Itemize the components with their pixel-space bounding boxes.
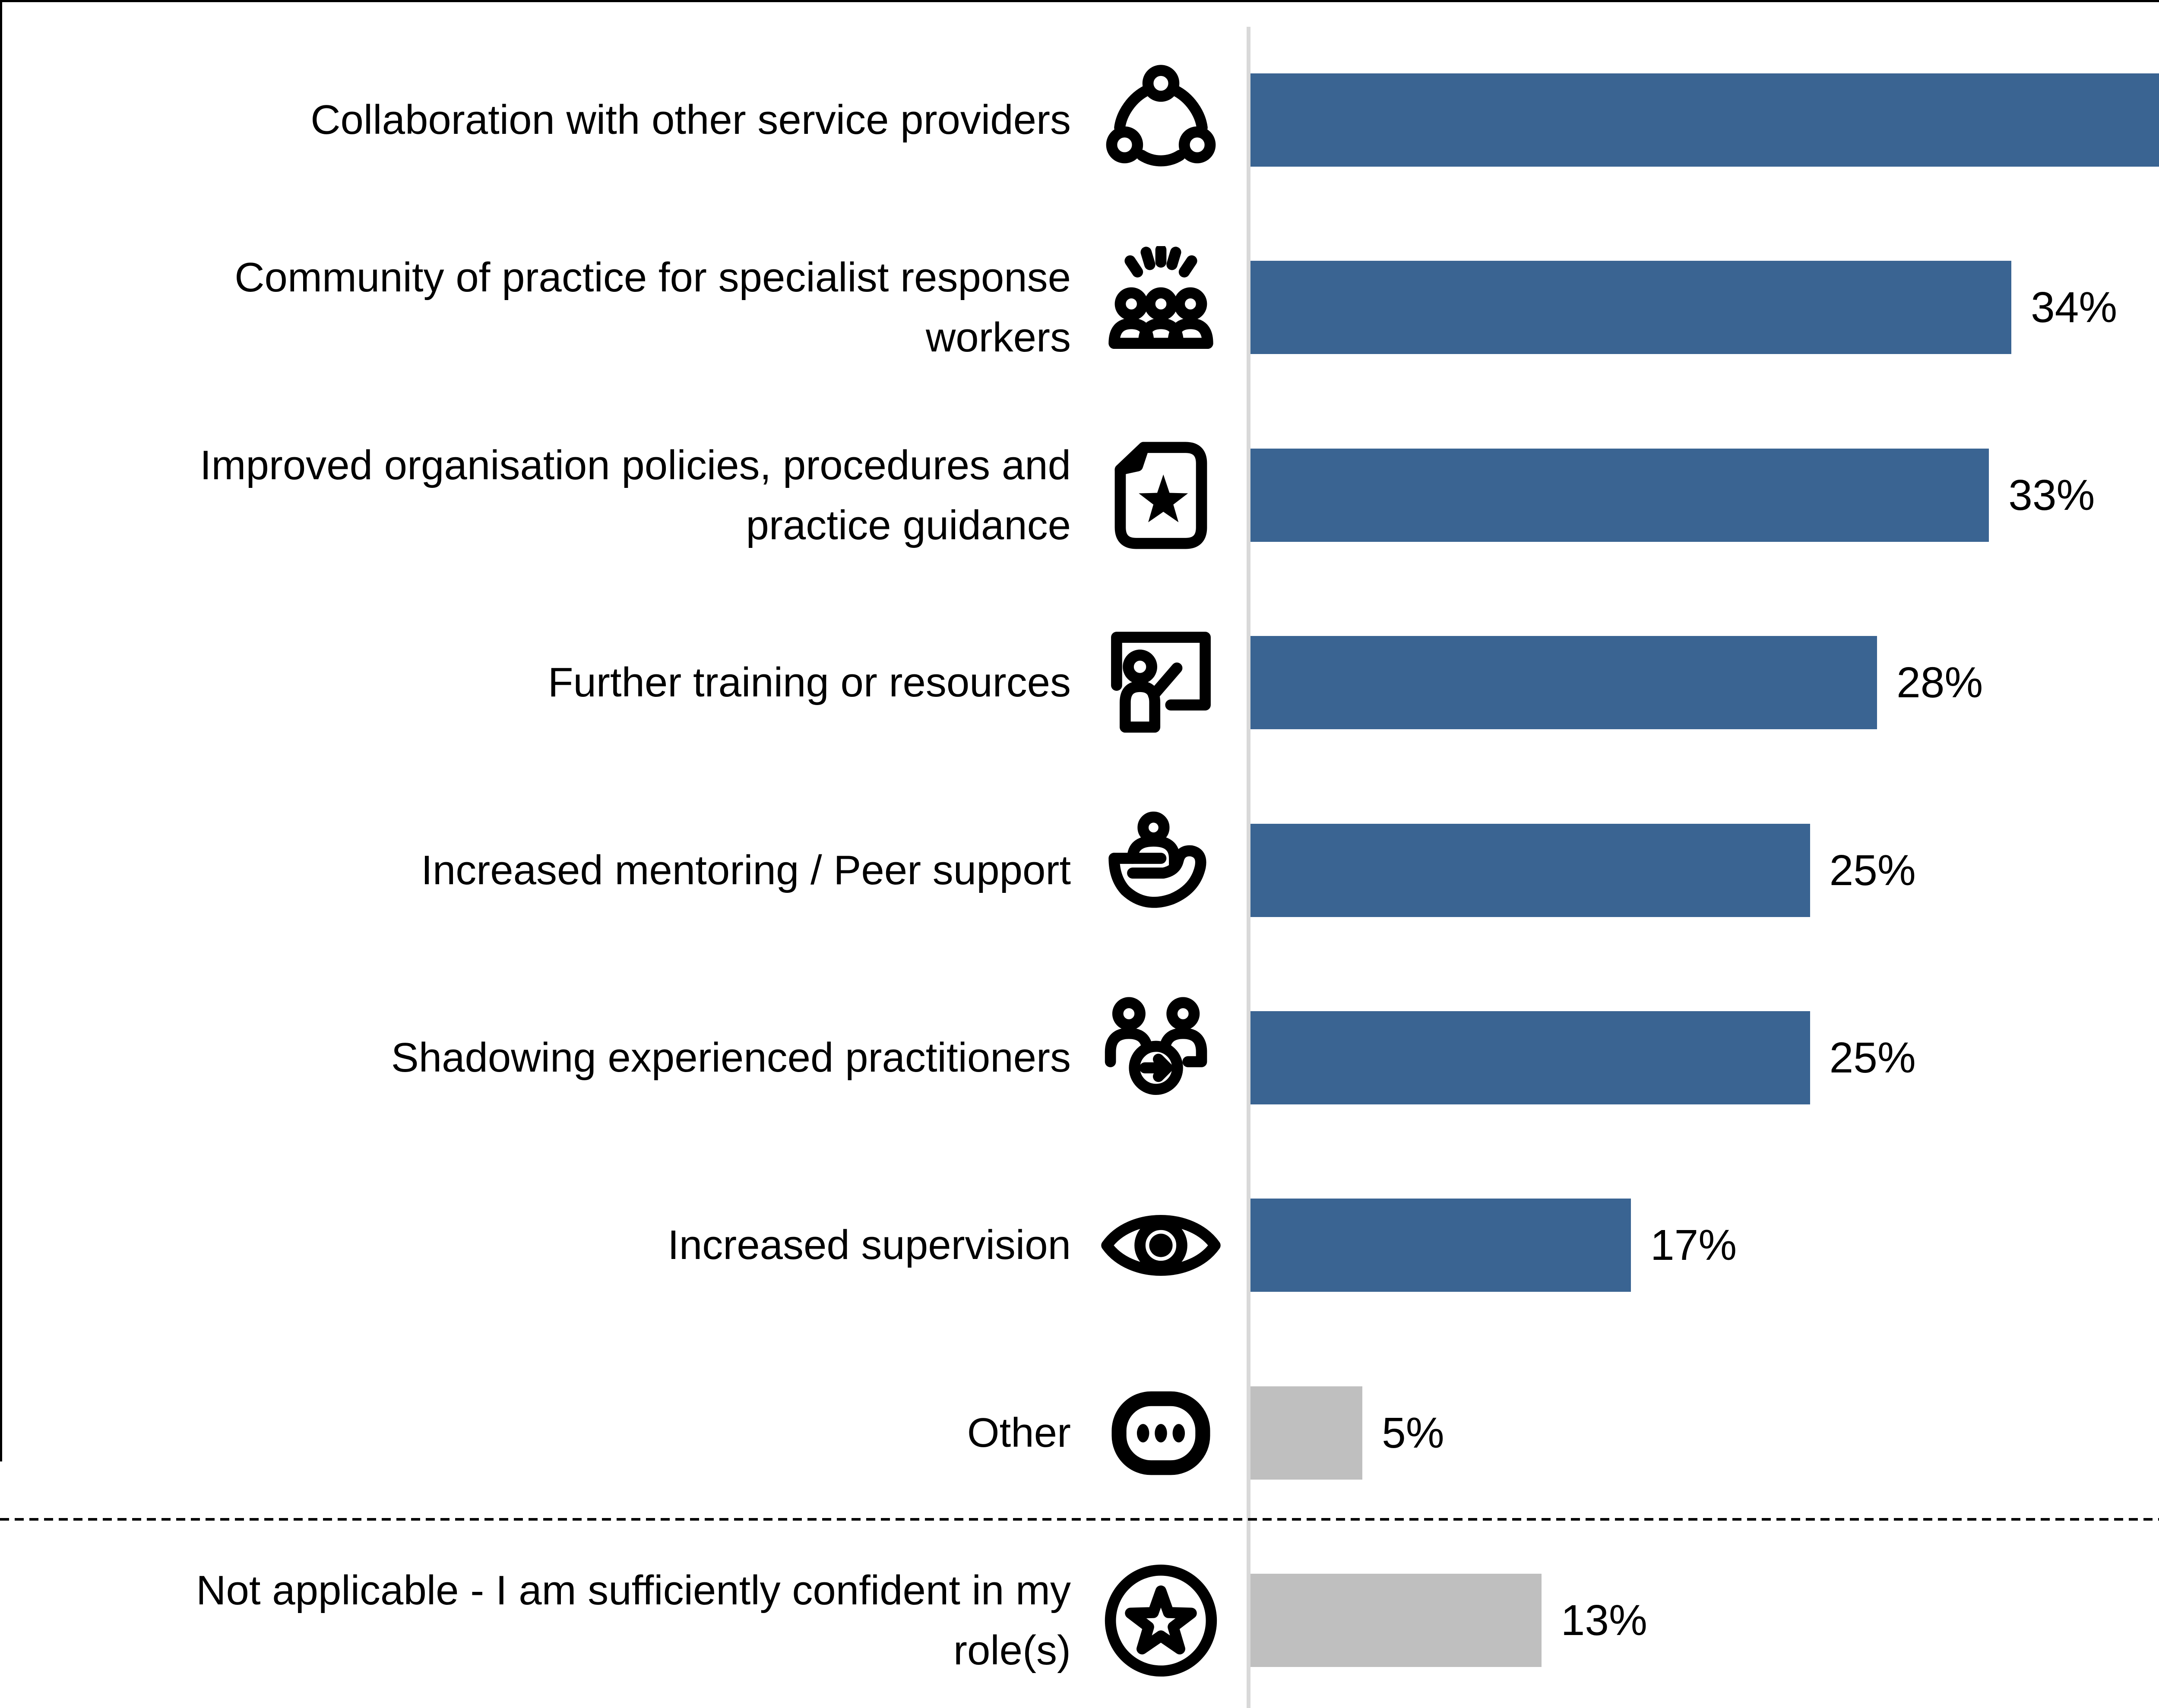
collaboration-icon — [1071, 55, 1250, 185]
training-icon — [1071, 618, 1250, 747]
mentoring-icon — [1071, 806, 1250, 935]
bar — [1250, 73, 2159, 167]
chart-row: Other 5% — [0, 1368, 2159, 1498]
chart-row: Improved organisation policies, procedur… — [0, 430, 2159, 560]
bar-area: 25% — [1250, 993, 2159, 1123]
value-label: 25% — [1829, 1033, 1916, 1082]
policy-document-icon — [1071, 430, 1250, 560]
bar-area: 13% — [1250, 1556, 2159, 1685]
top-border-line — [0, 0, 2159, 2]
value-label: 28% — [1896, 658, 1983, 707]
chart-row: Increased mentoring / Peer support 25% — [0, 806, 2159, 935]
category-label: Improved organisation policies, procedur… — [199, 442, 1071, 548]
category-label: Not applicable - I am sufficiently confi… — [196, 1567, 1071, 1673]
bar-area: 34% — [1250, 243, 2159, 372]
category-label: Other — [967, 1410, 1071, 1456]
bar-area: 33% — [1250, 430, 2159, 560]
chart-row: Not applicable - I am sufficiently confi… — [0, 1556, 2159, 1685]
bar — [1250, 824, 1810, 917]
chart-row: Community of practice for specialist res… — [0, 243, 2159, 372]
chart-row: Collaboration with other service provide… — [0, 55, 2159, 185]
left-border-line — [0, 0, 2, 1461]
bar — [1250, 261, 2012, 354]
value-label: 33% — [2008, 471, 2095, 519]
bar — [1250, 449, 1989, 542]
category-label: Further training or resources — [548, 659, 1071, 706]
value-label: 25% — [1829, 846, 1916, 895]
bar — [1250, 1386, 1363, 1480]
bar-area: 46% — [1250, 55, 2159, 185]
bar — [1250, 1011, 1810, 1104]
star-circle-icon — [1071, 1556, 1250, 1685]
value-label: 13% — [1561, 1596, 1647, 1645]
supervision-eye-icon — [1071, 1180, 1250, 1310]
bar — [1250, 636, 1877, 729]
separator-dashed-line — [0, 1518, 2159, 1521]
chart-row: Increased supervision 17% — [0, 1180, 2159, 1310]
bar-area: 28% — [1250, 618, 2159, 747]
value-label: 17% — [1650, 1221, 1737, 1269]
value-label: 34% — [2031, 283, 2118, 332]
community-icon — [1071, 243, 1250, 372]
bar-area: 17% — [1250, 1180, 2159, 1310]
axis-line — [1247, 27, 1250, 1708]
bar-area: 25% — [1250, 806, 2159, 935]
category-label: Increased mentoring / Peer support — [421, 847, 1071, 894]
category-label: Shadowing experienced practitioners — [391, 1034, 1071, 1081]
shadowing-icon — [1071, 993, 1250, 1123]
category-label: Collaboration with other service provide… — [310, 97, 1071, 143]
bar — [1250, 1199, 1631, 1292]
category-label: Community of practice for specialist res… — [234, 254, 1071, 361]
chart-row: Shadowing experienced practitioners 25% — [0, 993, 2159, 1123]
value-label: 5% — [1382, 1408, 1444, 1457]
chart-row: Further training or resources 28% — [0, 618, 2159, 747]
category-label: Increased supervision — [668, 1222, 1071, 1268]
bar-area: 5% — [1250, 1368, 2159, 1498]
other-ellipsis-icon — [1071, 1368, 1250, 1498]
bar — [1250, 1574, 1542, 1667]
